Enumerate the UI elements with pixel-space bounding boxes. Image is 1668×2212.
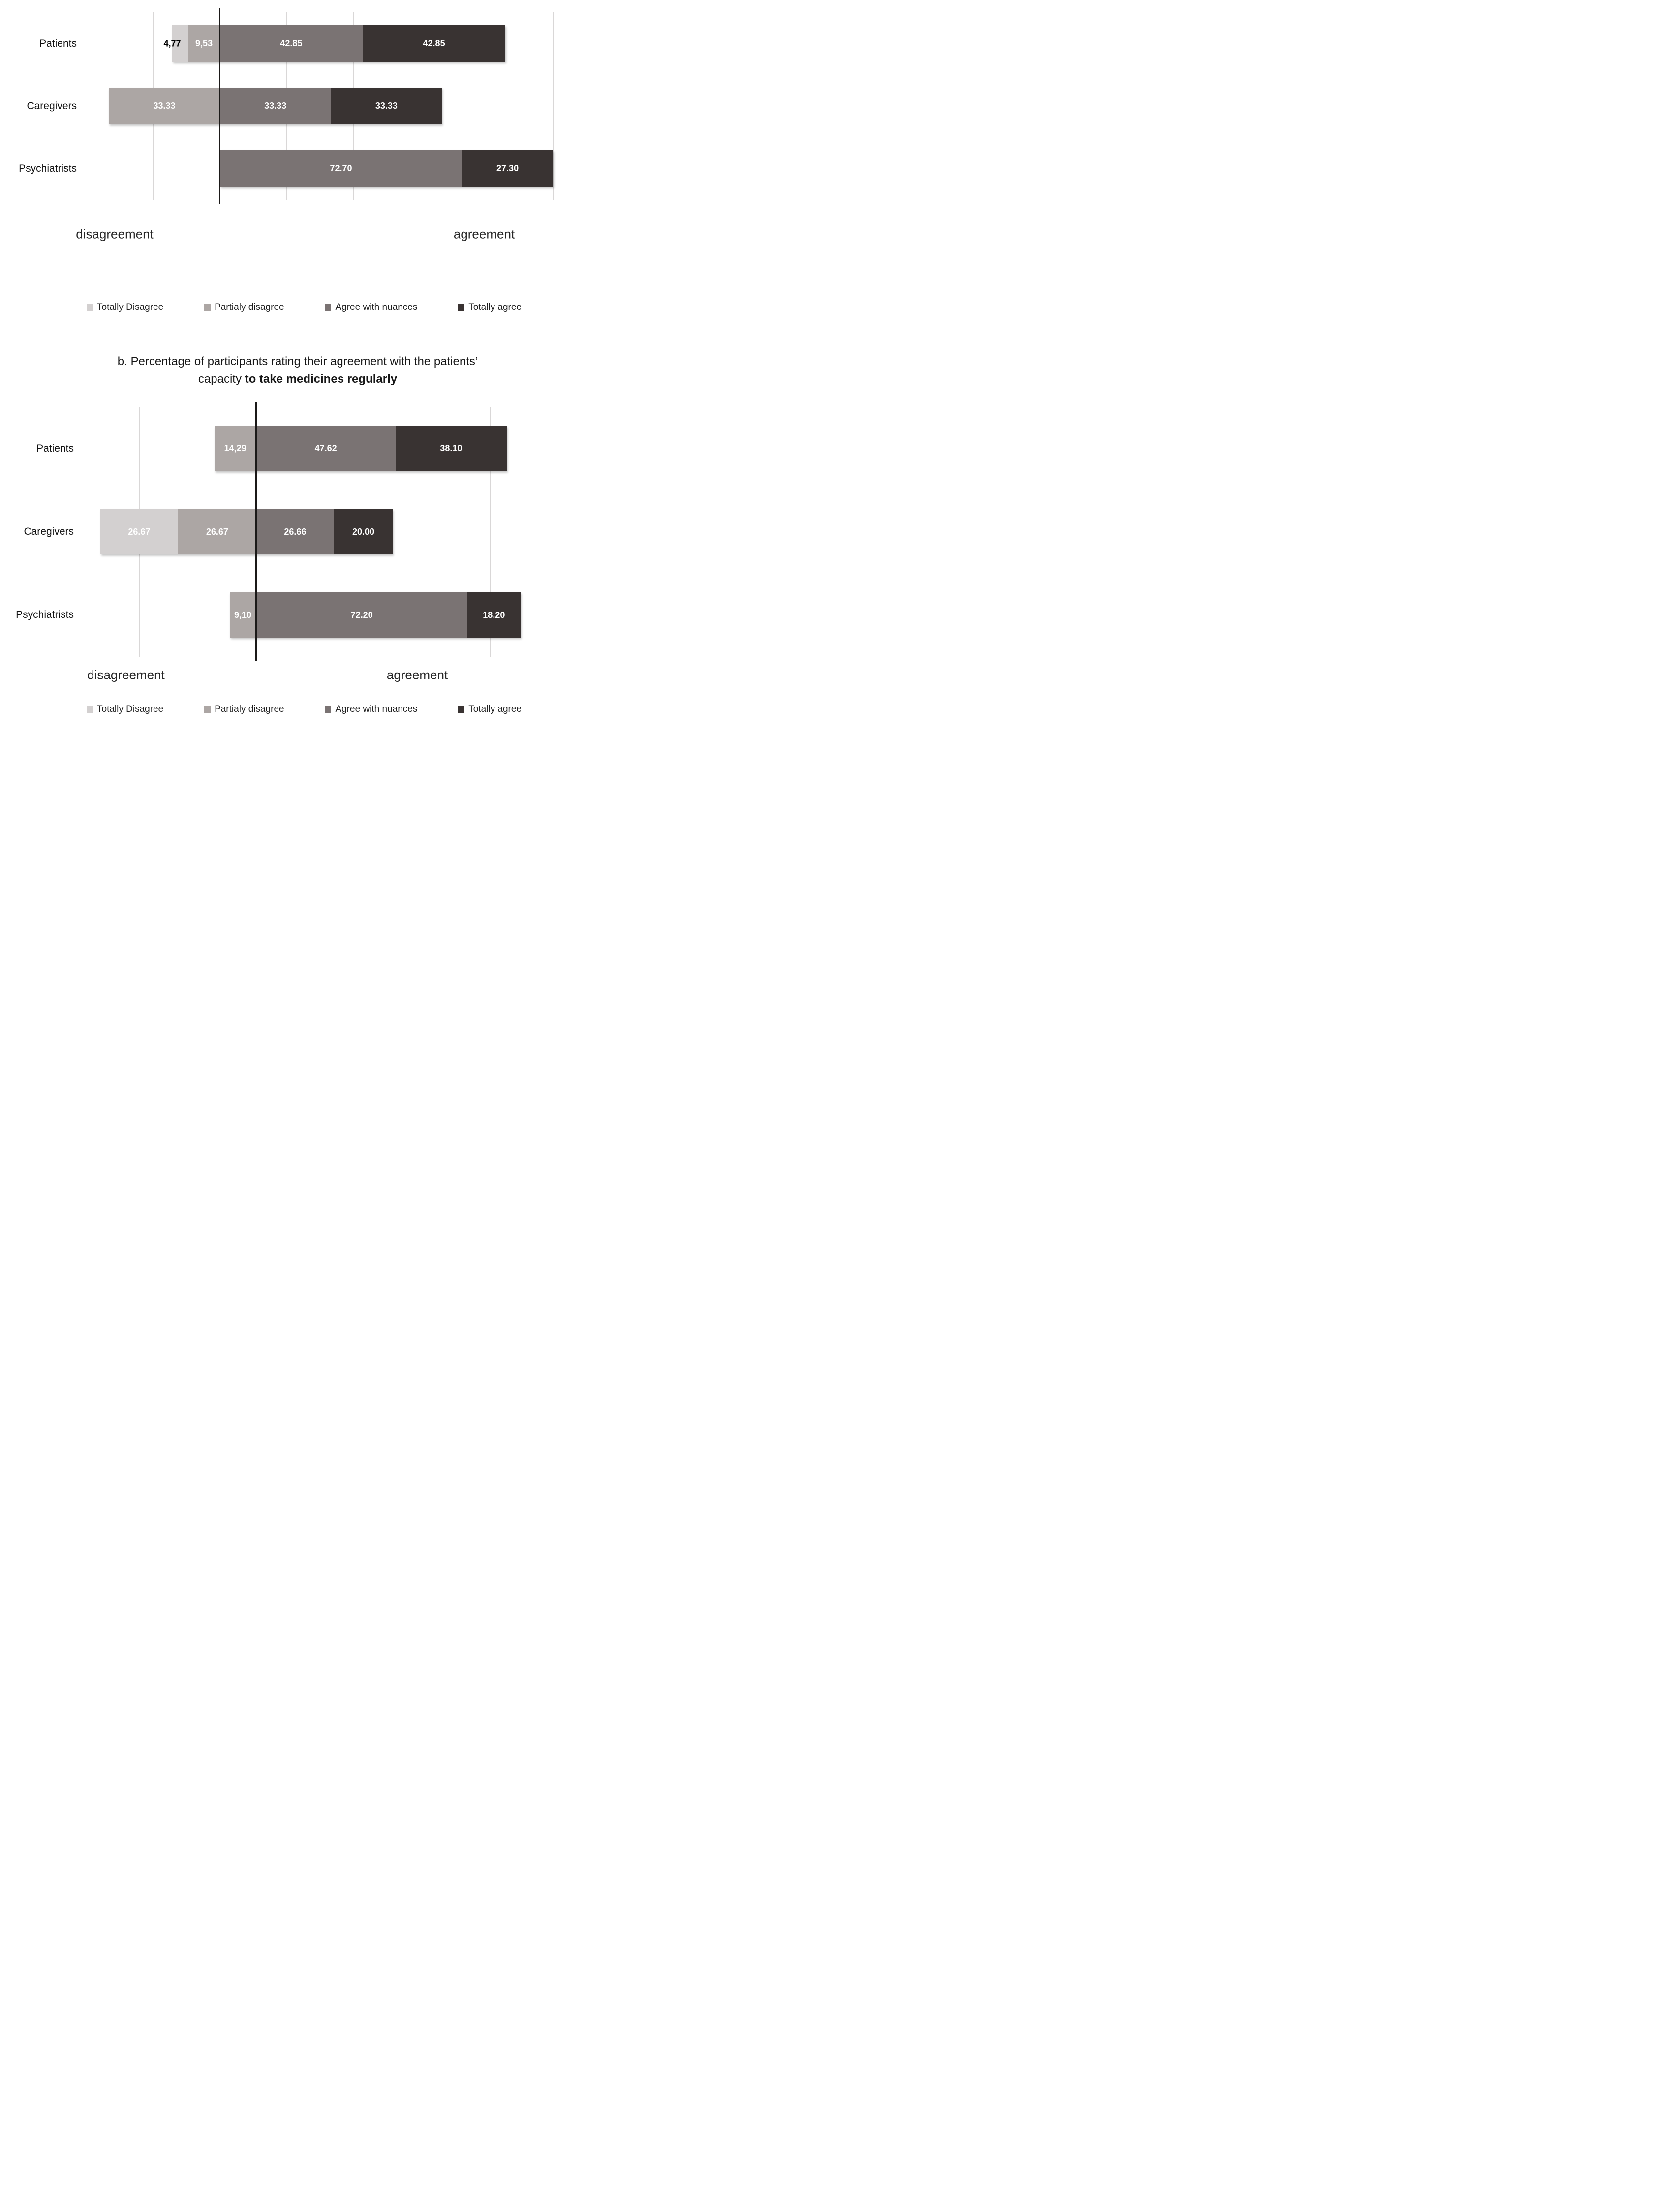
segment-agree-with-nuances: 42.85 [219,25,363,62]
value-label: 9,10 [234,610,252,620]
bar-psychiatrists: 72.70 27.30 [219,150,553,187]
value-label-outside: 4,77 [163,38,181,48]
value-label: 33.33 [375,101,398,111]
category-label-patients: Patients [39,37,77,49]
axis-label-agreement-a: agreement [453,226,515,242]
value-label: 20.00 [352,526,375,537]
segment-totally-agree: 42.85 [362,25,506,62]
legend-item-agree-with-nuances: Agree with nuances [325,704,417,715]
gridline [490,407,491,657]
legend-item-label: Totally agree [468,704,522,714]
legend-swatch-icon [325,304,332,311]
value-label: 18.20 [483,610,505,620]
figure-page: 4,77 9,53 42.85 42.85 33.33 33.33 33.33 72.70 27… [0,0,556,737]
legend-swatch-icon [87,706,93,713]
value-label: 9,53 [195,38,213,48]
bar-caregivers: 33.33 33.33 33.33 [109,88,442,124]
value-label: 42.85 [280,38,303,48]
chart-a-plot-area: 4,77 9,53 42.85 42.85 33.33 33.33 33.33 72.70 27… [87,8,554,204]
legend-item-totally-disagree: Totally Disagree [87,302,163,313]
value-label: 33.33 [153,101,176,111]
chart-b-title-line2: capacity [198,372,245,386]
legend-swatch-icon [458,706,465,713]
category-label-caregivers: Caregivers [27,100,77,112]
segment-totally-disagree [172,25,188,62]
category-label-patients: Patients [36,442,74,454]
value-label: 47.62 [314,443,337,454]
value-label: 72.70 [330,163,352,173]
value-label: 72.20 [350,610,373,620]
category-label-psychiatrists: Psychiatrists [16,609,74,621]
bar-patients: 14,29 47.62 38.10 [214,426,507,471]
legend-item-partialy-disagree: Partialy disagree [204,704,284,715]
chart-b-plot-area: 14,29 47.62 38.10 26.67 26.67 26.66 20.00 9,10 7… [81,402,549,661]
legend-item-totally-agree: Totally agree [458,302,522,313]
legend-item-totally-disagree: Totally Disagree [87,704,163,715]
category-label-caregivers: Caregivers [24,526,74,537]
legend-item-label: Partialy disagree [215,704,284,714]
legend-chart-a: Totally Disagree Partialy disagree Agree w… [87,302,522,313]
bar-patients: 9,53 42.85 42.85 [172,25,506,62]
value-label: 26.66 [284,526,307,537]
segment-agree-with-nuances: 72.20 [256,592,467,638]
segment-agree-with-nuances: 26.66 [256,509,335,554]
legend-item-label: Agree with nuances [335,704,418,714]
axis-label-disagreement-a: disagreement [76,226,154,242]
zero-axis-line [219,8,221,204]
segment-totally-disagree: 26.67 [100,509,179,554]
legend-item-totally-agree: Totally agree [458,704,522,715]
axis-label-disagreement-b: disagreement [87,667,165,682]
legend-swatch-icon [87,304,93,311]
legend-item-label: Agree with nuances [335,302,418,312]
category-label-psychiatrists: Psychiatrists [19,162,77,174]
zero-axis-line [255,402,257,661]
value-label: 38.10 [440,443,463,454]
value-label: 26.67 [128,526,151,537]
bar-caregivers: 26.67 26.67 26.66 20.00 [100,509,393,554]
segment-partialy-disagree: 14,29 [214,426,256,471]
segment-totally-agree: 33.33 [331,88,442,124]
legend-item-label: Totally agree [468,302,522,312]
legend-item-label: Totally Disagree [97,704,164,714]
chart-b-title: b. Percentage of participants rating the… [37,353,556,388]
value-label: 33.33 [264,101,287,111]
legend-item-label: Partialy disagree [215,302,284,312]
segment-totally-agree: 38.10 [395,426,507,471]
segment-totally-agree: 20.00 [334,509,393,554]
segment-agree-with-nuances: 33.33 [219,88,331,124]
legend-chart-b: Totally Disagree Partialy disagree Agree w… [87,704,522,715]
legend-swatch-icon [204,706,211,713]
segment-partialy-disagree: 9,10 [229,592,256,638]
legend-swatch-icon [458,304,465,311]
legend-item-partialy-disagree: Partialy disagree [204,302,284,313]
segment-totally-agree: 27.30 [462,150,553,187]
segment-agree-with-nuances: 47.62 [256,426,396,471]
gridline [553,12,554,200]
segment-totally-agree: 18.20 [467,592,521,638]
value-label: 14,29 [224,443,247,454]
chart-b-title-line2-bold: to take medicines regularly [245,372,398,386]
value-label: 42.85 [423,38,445,48]
legend-item-label: Totally Disagree [97,302,164,312]
axis-label-agreement-b: agreement [386,667,448,682]
value-label: 27.30 [496,163,519,173]
legend-item-agree-with-nuances: Agree with nuances [325,302,417,313]
segment-partialy-disagree: 9,53 [188,25,220,62]
value-label: 26.67 [206,526,228,537]
chart-b-title-line1: b. Percentage of participants rating the… [117,355,478,368]
legend-swatch-icon [204,304,211,311]
legend-swatch-icon [325,706,332,713]
bar-psychiatrists: 9,10 72.20 18.20 [229,592,521,638]
segment-partialy-disagree: 33.33 [109,88,220,124]
segment-partialy-disagree: 26.67 [178,509,256,554]
segment-agree-with-nuances: 72.70 [219,150,463,187]
